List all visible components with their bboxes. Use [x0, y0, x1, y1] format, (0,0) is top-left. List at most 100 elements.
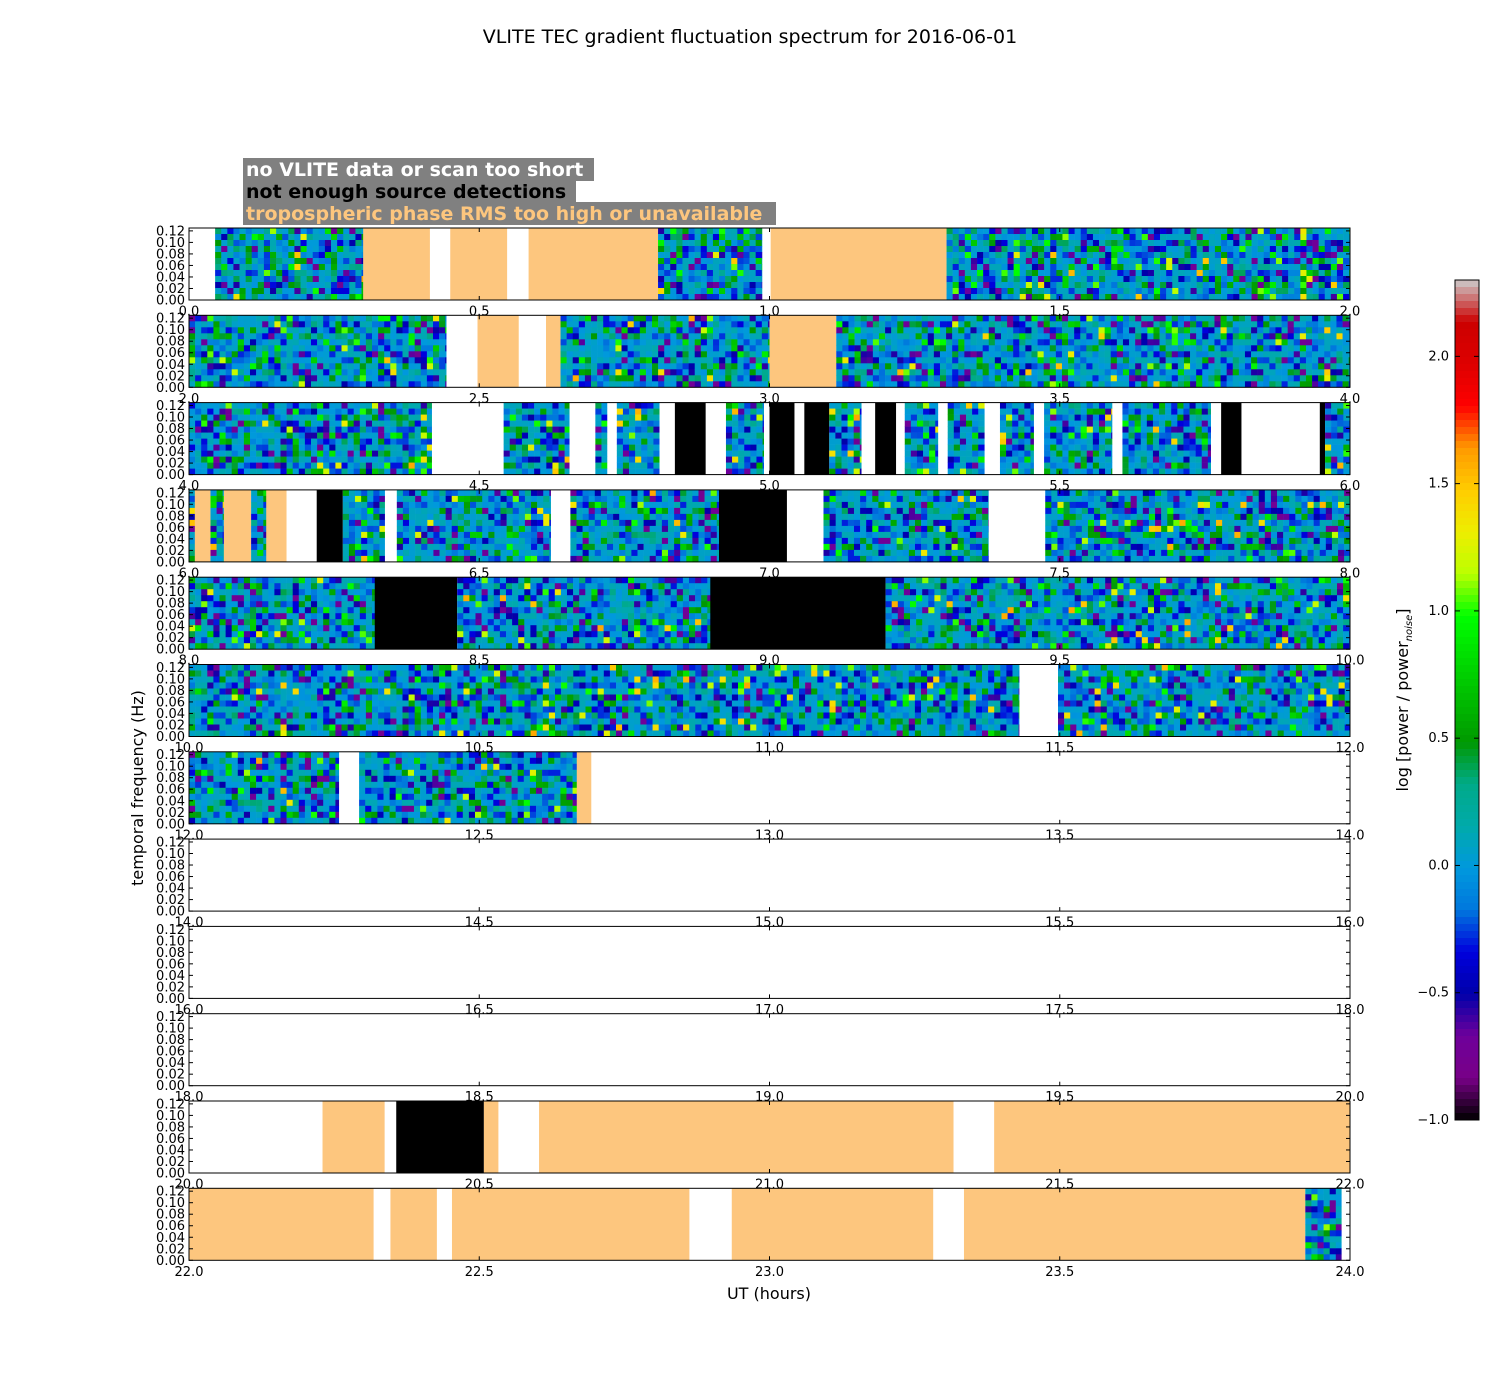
y-tick-label: 0.10 — [156, 498, 185, 513]
segment-nodet — [1319, 402, 1326, 475]
panel-frame — [188, 838, 1351, 912]
y-tick-label: 0.12 — [156, 399, 185, 414]
y-tick-label: 0.00 — [156, 992, 185, 1007]
y-tick-label: 0.00 — [156, 294, 185, 309]
y-tick-label: 0.06 — [156, 1045, 185, 1060]
x-tick-label: 23.0 — [755, 1265, 784, 1280]
y-tick-label: 0.12 — [156, 574, 185, 589]
y-tick-label: 0.04 — [156, 270, 185, 285]
y-tick-label: 0.08 — [156, 597, 185, 612]
segment-tropo — [963, 1188, 1306, 1261]
segment-nodet — [710, 577, 886, 650]
colorbar-tick-label: −1.0 — [1417, 1113, 1449, 1128]
segment-tropo — [322, 1101, 385, 1173]
spectrum-block — [560, 315, 770, 388]
y-tick-label: 0.04 — [156, 882, 185, 897]
x-axis-label: UT (hours) — [727, 1284, 811, 1303]
spectrum-block — [616, 402, 660, 475]
segment-nodet — [374, 577, 458, 650]
y-tick-label: 0.04 — [156, 1056, 185, 1071]
panel-row: 0.000.020.040.060.080.100.12 22.0 22.5 23.0… — [156, 1185, 1364, 1280]
chart-title: VLITE TEC gradient fluctuation spectrum … — [483, 26, 1017, 48]
segment-tropo — [477, 315, 519, 388]
legend-box — [243, 158, 594, 181]
y-tick-label: 0.04 — [156, 1231, 185, 1246]
y-tick-label: 0.00 — [156, 643, 185, 658]
y-tick-label: 0.04 — [156, 969, 185, 984]
spectrum-block — [1045, 489, 1351, 563]
segment-nodet — [875, 402, 897, 475]
y-tick-label: 0.10 — [156, 760, 185, 775]
segment-tropo — [223, 489, 252, 562]
y-tick-label: 0.08 — [156, 247, 185, 262]
y-tick-label: 0.10 — [156, 847, 185, 862]
y-tick-label: 0.06 — [156, 783, 185, 798]
y-tick-label: 0.12 — [156, 661, 185, 676]
y-tick-label: 0.06 — [156, 695, 185, 710]
legend-entry-nodata: no VLITE data or scan too short — [246, 159, 583, 181]
panel-rows: 0.000.020.040.060.080.100.120.0 0.5 1.0 1.5… — [156, 224, 1364, 1279]
spectrum-block — [999, 402, 1034, 475]
y-tick-label: 0.10 — [156, 1109, 185, 1124]
y-axis-label: temporal frequency (Hz) — [128, 690, 147, 886]
y-tick-label: 0.02 — [156, 457, 185, 472]
colorbar-label: log [power / powernoise] — [1393, 608, 1415, 791]
panel-row: 0.000.020.040.060.080.100.128.0 8.5 9.0 9.5… — [156, 574, 1364, 669]
spectrum-block — [189, 664, 1020, 737]
y-tick-label: 0.02 — [156, 369, 185, 384]
spectrum-block — [359, 751, 578, 825]
y-tick-label: 0.04 — [156, 1143, 185, 1158]
spectrum-block — [947, 402, 985, 475]
y-tick-label: 0.02 — [156, 893, 185, 908]
y-tick-label: 0.00 — [156, 381, 185, 396]
segment-tropo — [390, 1188, 437, 1261]
segment-tropo — [546, 315, 561, 388]
y-tick-label: 0.06 — [156, 434, 185, 449]
segment-tropo — [770, 228, 947, 300]
y-tick-label: 0.10 — [156, 1196, 185, 1211]
y-tick-label: 0.10 — [156, 585, 185, 600]
spectrum-block — [503, 402, 570, 475]
panel-frame — [188, 925, 1351, 999]
y-tick-label: 0.08 — [156, 1033, 185, 1048]
y-tick-label: 0.04 — [156, 794, 185, 809]
spectrum-block — [836, 315, 1351, 388]
segment-tropo — [994, 1101, 1350, 1173]
y-tick-label: 0.08 — [156, 859, 185, 874]
y-tick-label: 0.10 — [156, 411, 185, 426]
colorbar-tick-label: 0.0 — [1428, 858, 1449, 873]
y-tick-label: 0.06 — [156, 259, 185, 274]
y-tick-label: 0.04 — [156, 358, 185, 373]
y-tick-label: 0.12 — [156, 224, 185, 239]
y-tick-label: 0.00 — [156, 905, 185, 920]
y-tick-label: 0.06 — [156, 521, 185, 536]
spectrum-block — [1325, 402, 1351, 475]
y-tick-label: 0.10 — [156, 1022, 185, 1037]
colorbar-tick-label: −0.5 — [1417, 986, 1449, 1001]
y-tick-label: 0.06 — [156, 957, 185, 972]
segment-nodet — [719, 489, 787, 562]
y-tick-label: 0.04 — [156, 620, 185, 635]
spectrum-block — [189, 315, 447, 388]
y-tick-label: 0.12 — [156, 1097, 185, 1112]
y-tick-label: 0.00 — [156, 817, 185, 832]
panel-row: 0.000.020.040.060.080.100.124.0 4.5 5.0 5.5… — [156, 399, 1360, 494]
colorbar-tick-label: 1.0 — [1428, 604, 1449, 619]
colorbar-tick-label: 0.5 — [1428, 731, 1449, 746]
y-tick-label: 0.02 — [156, 282, 185, 297]
colorbar-gradient — [1455, 280, 1479, 1121]
y-tick-label: 0.00 — [156, 1079, 185, 1094]
y-tick-label: 0.02 — [156, 544, 185, 559]
segment-tropo — [731, 1188, 934, 1261]
segment-tropo — [539, 1101, 954, 1173]
segment-nodet — [1221, 402, 1242, 475]
y-tick-label: 0.10 — [156, 672, 185, 687]
y-tick-label: 0.00 — [156, 1167, 185, 1182]
segment-tropo — [769, 315, 837, 388]
